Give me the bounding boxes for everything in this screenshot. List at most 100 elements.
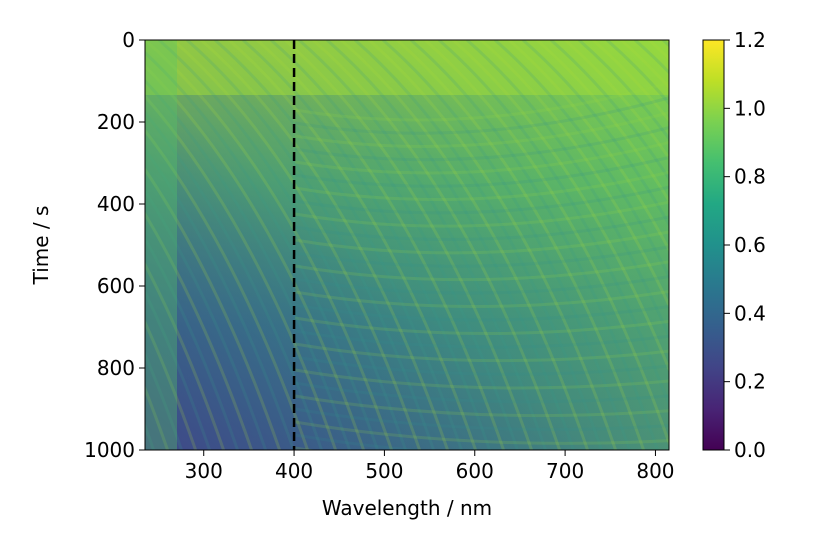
colorbar-tick-label: 0.6 (734, 233, 766, 257)
colorbar-gradient (702, 39, 725, 451)
colorbar-tick-label: 1.0 (734, 96, 766, 120)
colorbar-tick-label: 0.2 (734, 370, 766, 394)
fringe-streak (620, 40, 669, 90)
y-tick-label: 0 (122, 28, 135, 52)
fringe-streak (298, 40, 548, 450)
fringe-streak (592, 40, 669, 123)
x-tick-label: 700 (546, 459, 584, 483)
fringe-streak (145, 421, 156, 450)
fringe-band (294, 275, 669, 295)
fringe-streak (817, 40, 830, 490)
y-axis-label: Time / s (29, 206, 53, 286)
fringe-band (294, 185, 669, 215)
fringe-streak (312, 40, 562, 450)
fringe-streak (326, 40, 576, 450)
fringe-streak (340, 40, 590, 450)
fringe-streak (564, 40, 669, 161)
fringe-streak (0, 40, 13, 490)
fringe-band (294, 394, 669, 418)
heatmap-top-band (145, 40, 669, 95)
fringe-band (295, 539, 679, 554)
colorbar-tick-label: 1.2 (734, 28, 766, 52)
y-axis: 0 200 400 600 800 1000 (84, 28, 145, 462)
fringe-streak (578, 40, 669, 142)
fringe-band (294, 316, 669, 335)
fringe-streak (145, 318, 198, 450)
fringe-band (294, 170, 669, 202)
y-tick-label: 1000 (84, 438, 135, 462)
fringe-streak (145, 188, 268, 450)
fringe-band (294, 407, 669, 431)
fringe-streak (550, 40, 669, 182)
fringe-streak (396, 40, 646, 450)
fringe-band (294, 303, 669, 322)
fringe-band (294, 433, 430, 450)
x-tick-label: 800 (636, 459, 674, 483)
fringe-streak (145, 235, 240, 450)
heatmap-area (0, 40, 830, 554)
fringe-band (294, 420, 669, 445)
fringe-band (295, 526, 679, 554)
heatmap-dark-region (145, 40, 669, 450)
fringe-streak (522, 40, 669, 228)
fringe-streak (494, 40, 669, 280)
fringe-streak (145, 128, 310, 450)
interference-fringes (0, 40, 830, 554)
fringe-band (294, 289, 669, 308)
fringe-streak (424, 40, 669, 448)
x-axis: 300 400 500 600 700 800 (185, 450, 675, 483)
fringe-band (294, 355, 669, 376)
fringe-streak (145, 289, 212, 450)
fringe-streak (145, 110, 324, 450)
fringe-streak (145, 94, 338, 450)
fringe-streak (256, 40, 506, 450)
fringe-streak (438, 40, 669, 409)
fringe-streak (606, 40, 669, 106)
fringe-streak (480, 40, 669, 309)
fringe-streak (145, 50, 380, 450)
x-axis-label: Wavelength / nm (322, 496, 492, 520)
fringe-streak (145, 78, 352, 450)
y-tick-label: 200 (97, 110, 135, 134)
colorbar: 0.0 0.2 0.4 0.6 0.8 1.0 1.2 (702, 28, 766, 462)
fringe-streak (145, 261, 226, 450)
fringe-streak (789, 40, 830, 490)
fringe-streak (145, 64, 366, 450)
fringe-band (294, 215, 669, 241)
fringe-streak (0, 40, 139, 490)
fringe-streak (536, 40, 669, 204)
fringe-streak (186, 40, 436, 450)
fringe-band (294, 342, 669, 363)
fringe-streak (803, 40, 830, 490)
fringe-streak (270, 40, 520, 450)
fringe-streak (200, 40, 450, 450)
fringe-streak (382, 40, 632, 450)
fringe-streak (242, 40, 492, 450)
x-tick-label: 600 (456, 459, 494, 483)
fringe-band (294, 140, 669, 175)
fringe-band (294, 260, 669, 282)
fringe-streak (145, 166, 282, 450)
fringe-band (294, 155, 669, 188)
fringe-band (294, 200, 669, 228)
fringe-band (294, 329, 669, 349)
colorbar-tick-label: 0.0 (734, 438, 766, 462)
x-tick-label: 500 (365, 459, 403, 483)
fringe-streak (0, 40, 125, 490)
y-tick-label: 400 (97, 192, 135, 216)
fringe-streak (0, 40, 153, 490)
fringe-streak (0, 40, 111, 490)
fringe-streak (466, 40, 669, 340)
y-tick-label: 600 (97, 274, 135, 298)
fringe-streak (368, 40, 618, 450)
colorbar-tick-label: 0.4 (734, 301, 766, 325)
fringe-band (294, 111, 669, 148)
fringe-streak (284, 40, 534, 450)
fringe-band (294, 96, 669, 135)
fringe-streak (228, 40, 478, 450)
x-tick-label: 400 (275, 459, 313, 483)
fringe-streak (775, 40, 830, 490)
fringe-streak (145, 350, 184, 450)
fringe-streak (172, 40, 422, 450)
